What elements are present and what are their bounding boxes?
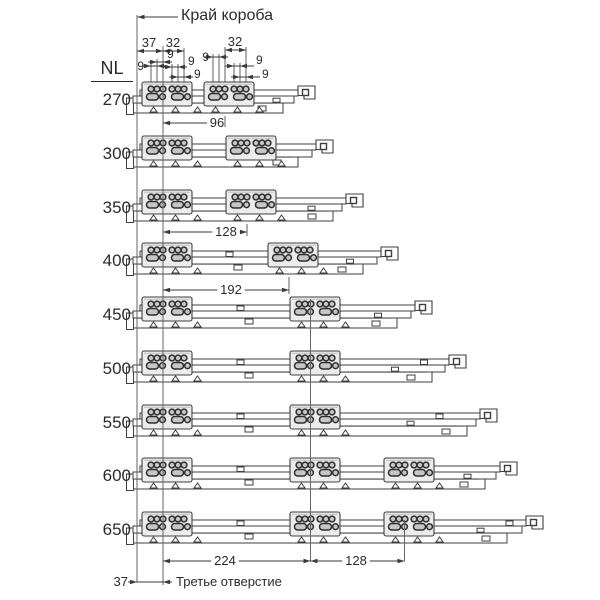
svg-text:32: 32 <box>166 35 180 50</box>
svg-text:9: 9 <box>202 50 209 64</box>
dim-9: 9 <box>225 53 263 69</box>
svg-text:32: 32 <box>228 34 242 49</box>
dim-96: 96 <box>163 115 227 130</box>
dim-128: 128 <box>310 553 405 568</box>
svg-text:96: 96 <box>210 115 224 130</box>
row-label-550: 550 <box>103 413 131 432</box>
nl-column-header: NL <box>91 58 133 82</box>
dim-37: 37 <box>114 574 172 589</box>
row-labels: 270 300 350 400 450 500 550 600 650 <box>103 90 131 539</box>
dim-224: 224 <box>163 553 311 568</box>
dim-9: 9 <box>148 47 174 65</box>
box-edge-label: Край короба <box>181 7 274 24</box>
row-label-600: 600 <box>103 466 131 485</box>
third-hole-label: Третье отверстие <box>176 574 282 589</box>
slide-row-500 <box>126 350 467 384</box>
svg-text:37: 37 <box>114 574 128 589</box>
svg-text:224: 224 <box>214 553 236 568</box>
dim-192: 192 <box>163 282 289 297</box>
dim-32: 32 <box>163 35 184 54</box>
dim-9: 9 <box>169 67 201 81</box>
svg-text:128: 128 <box>215 224 237 239</box>
slide-row-600 <box>126 457 518 491</box>
svg-text:9: 9 <box>167 47 174 61</box>
svg-text:37: 37 <box>142 35 156 50</box>
dim-9: 9 <box>202 50 228 64</box>
svg-text:9: 9 <box>188 54 195 68</box>
row-label-350: 350 <box>103 198 131 217</box>
slide-row-300 <box>126 135 334 169</box>
svg-text:9: 9 <box>262 67 269 81</box>
dim-128: 128 <box>163 224 247 239</box>
row-label-400: 400 <box>103 251 131 270</box>
svg-text:192: 192 <box>220 282 242 297</box>
dim-32: 32 <box>225 34 246 53</box>
extension-lines <box>150 47 290 294</box>
slide-row-400 <box>126 242 399 276</box>
dim-37: 37 <box>137 35 163 54</box>
row-label-270: 270 <box>103 90 131 109</box>
svg-text:9: 9 <box>256 53 263 67</box>
reference-lines <box>136 15 405 585</box>
dim-9: 9 <box>231 67 269 81</box>
svg-text:9: 9 <box>137 59 144 73</box>
slide-row-650 <box>126 511 544 545</box>
row-label-650: 650 <box>103 520 131 539</box>
svg-text:9: 9 <box>194 67 201 81</box>
row-label-450: 450 <box>103 305 131 324</box>
slide-rows <box>126 81 544 545</box>
dim-9: 9 <box>137 59 166 73</box>
row-label-500: 500 <box>103 359 131 378</box>
svg-text:128: 128 <box>345 553 367 568</box>
slide-row-550 <box>126 404 498 438</box>
slide-row-350 <box>126 189 364 223</box>
slide-row-270 <box>126 81 316 115</box>
row-label-300: 300 <box>103 144 131 163</box>
dim-9: 9 <box>163 54 195 70</box>
slide-row-450 <box>126 296 433 330</box>
box-edge-arrow <box>137 14 178 20</box>
